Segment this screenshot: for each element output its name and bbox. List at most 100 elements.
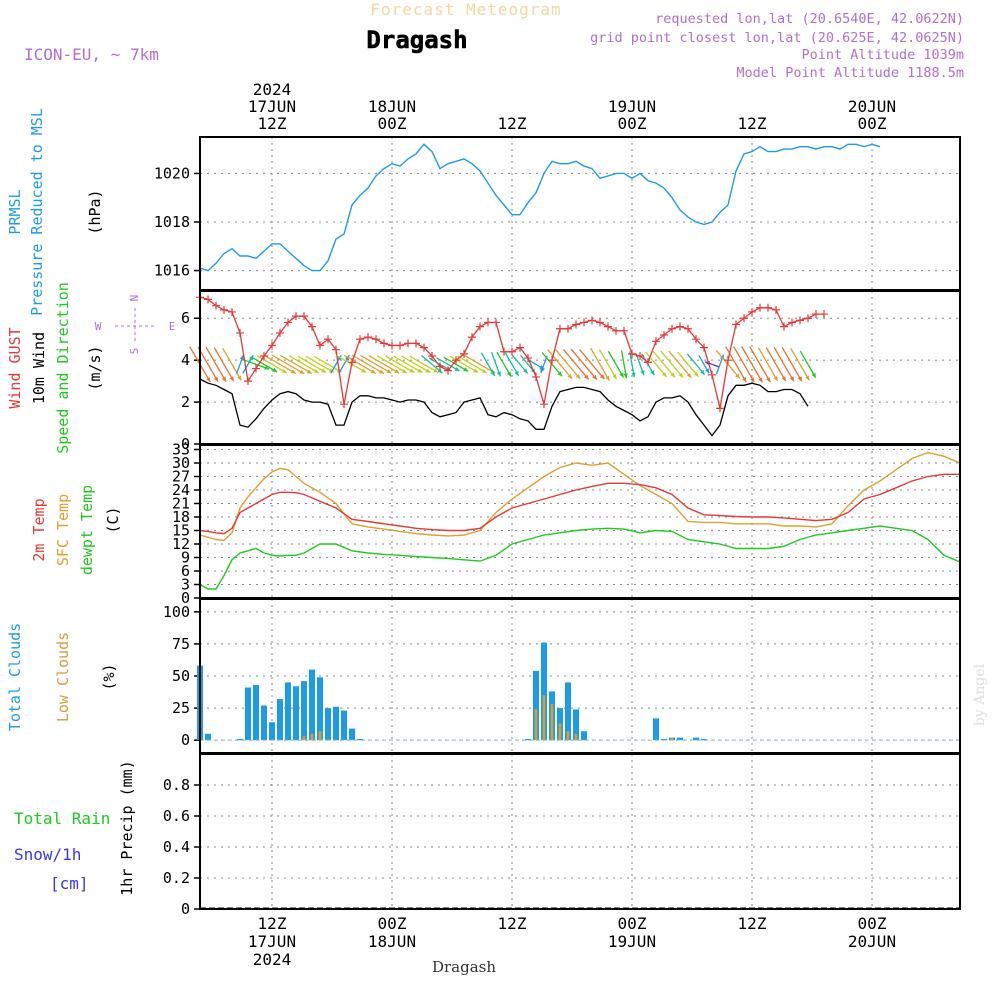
gust-marker xyxy=(724,356,732,365)
gust-marker xyxy=(756,303,764,312)
wind-arrow xyxy=(740,345,764,383)
wind-arrow xyxy=(421,355,443,374)
wind-arrow xyxy=(376,355,408,374)
gust-marker xyxy=(420,343,428,352)
wind-arrow xyxy=(242,358,270,370)
time-label-top: 12Z xyxy=(258,114,287,133)
gust-marker xyxy=(348,358,356,367)
gust-marker xyxy=(476,322,484,331)
low-cloud-bar xyxy=(310,733,314,741)
wind-arrow xyxy=(205,346,227,383)
location-title: Dragash xyxy=(366,26,467,54)
y-tick-label: 0.8 xyxy=(163,776,190,794)
gust-marker xyxy=(292,312,300,321)
wind-arrow-head xyxy=(750,377,755,383)
compass-east: E xyxy=(169,320,176,333)
gust-marker xyxy=(604,322,612,331)
wind-arrow xyxy=(385,355,415,374)
y-tick-label: 50 xyxy=(172,667,190,685)
wind-arrow xyxy=(343,354,377,375)
low-clouds-label: Low Clouds xyxy=(54,632,72,722)
snow-unit-label: [cm] xyxy=(50,874,89,893)
y-tick-label: 12 xyxy=(172,535,190,553)
gust-marker xyxy=(204,295,212,304)
time-label-top: 20JUN xyxy=(848,97,896,116)
gust-marker xyxy=(652,337,660,346)
wind-arrow-head xyxy=(463,367,469,372)
sfc-temp-label: SFC Temp xyxy=(54,494,72,566)
wind-arrow-head xyxy=(631,372,636,378)
gust-marker xyxy=(508,347,516,356)
gust-marker xyxy=(436,362,444,371)
dewpt-label: dewpt Temp xyxy=(78,485,96,575)
gust-marker xyxy=(492,318,500,327)
wind-arrow-head xyxy=(386,369,392,374)
gust-marker xyxy=(228,307,236,316)
gust-marker xyxy=(668,324,676,333)
total-cloud-bar xyxy=(653,718,659,741)
y-tick-label: 21 xyxy=(172,495,190,513)
wind-arrow-head xyxy=(237,375,242,381)
wind-arrow-head xyxy=(567,373,573,379)
wind-arrow-head xyxy=(306,369,312,374)
compass-west: W xyxy=(95,320,102,333)
point-altitude: Point Altitude 1039m xyxy=(801,47,964,63)
wind-arrow-head xyxy=(662,372,667,377)
wind-arrow-head xyxy=(473,368,479,373)
wind-arrow xyxy=(668,350,692,379)
wind-arrow-head xyxy=(490,371,495,376)
y-tick-label: 27 xyxy=(172,468,190,486)
wind-speed-line xyxy=(199,378,809,437)
wind-panel-frame xyxy=(199,290,961,445)
wind-arrow-head xyxy=(370,369,376,374)
wind-arrow xyxy=(541,352,563,377)
wind-arrow-head xyxy=(540,368,545,373)
y-tick-label: 1018 xyxy=(154,213,190,231)
wind-arrow-head xyxy=(605,375,610,381)
total-cloud-bar xyxy=(261,705,267,741)
y-tick-label: 3 xyxy=(181,576,190,594)
total-cloud-bar xyxy=(309,669,315,741)
total-cloud-bar xyxy=(301,681,307,741)
wind-arrow-head xyxy=(425,368,431,373)
wind-arrow xyxy=(733,346,755,383)
compass-north: N xyxy=(128,295,141,302)
gust-marker xyxy=(468,333,476,342)
gust-marker xyxy=(252,364,260,373)
gust-marker xyxy=(732,320,740,329)
gust-marker xyxy=(364,333,372,342)
wind-arrow-head xyxy=(409,368,415,373)
gust-marker xyxy=(324,335,332,344)
time-label-bottom: 20JUN xyxy=(848,932,896,951)
wind-arrow-head xyxy=(379,369,384,374)
wind-arrow xyxy=(579,349,605,380)
wind-arrow xyxy=(401,355,431,374)
wind-arrow xyxy=(222,348,242,381)
wind-arrow-head xyxy=(229,376,234,382)
total-cloud-bar xyxy=(661,738,667,741)
wind-arrow xyxy=(213,347,235,382)
gust-marker xyxy=(300,312,308,321)
pressure-label: PRMSL xyxy=(6,189,24,234)
y-tick-label: 25 xyxy=(172,699,190,717)
gust-marker xyxy=(796,316,804,325)
wind-arrow-head xyxy=(758,377,763,383)
wind-arrow xyxy=(715,349,741,379)
y-tick-label: 0 xyxy=(181,589,190,607)
wind-arrow-head xyxy=(811,372,816,378)
wind-arrow-head xyxy=(437,368,443,374)
wind-arrow xyxy=(570,348,598,381)
y-tick-label: 1016 xyxy=(154,262,190,280)
pressure-unit: (hPa) xyxy=(86,189,104,234)
wind-arrow-head xyxy=(417,368,423,373)
wind-arrow-head xyxy=(640,370,645,376)
y-tick-label: 100 xyxy=(163,603,190,621)
time-label-bottom: 17JUN xyxy=(248,932,296,951)
watermark: by Angel xyxy=(972,663,988,726)
wind-arrow-head xyxy=(735,373,740,379)
total-clouds-label: Total Clouds xyxy=(6,623,24,731)
time-label-top: 00Z xyxy=(618,114,647,133)
low-cloud-bar xyxy=(566,731,570,741)
gust-marker xyxy=(524,354,532,363)
wind-arrow xyxy=(686,353,706,376)
